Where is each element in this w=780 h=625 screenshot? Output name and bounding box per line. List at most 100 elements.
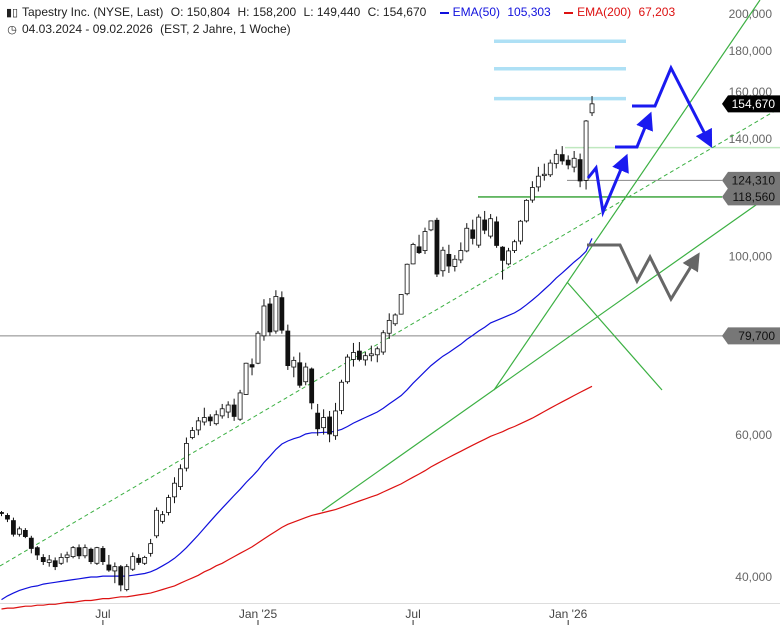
- candle-body: [351, 352, 356, 360]
- candle-body: [261, 305, 267, 337]
- candle-body: [589, 103, 595, 114]
- price-tag-124,310: [722, 171, 780, 189]
- ema200-value: 67,203: [638, 5, 676, 19]
- candle-body: [524, 199, 529, 222]
- y-tick-label: 100,000: [729, 249, 773, 263]
- candle-body: [333, 410, 338, 437]
- candle-body: [392, 314, 398, 325]
- candle-body: [160, 514, 165, 522]
- chart-settings: (EST, 2 Jahre, 1 Woche): [160, 22, 291, 36]
- ema50-swatch: [439, 11, 449, 14]
- candle-body: [112, 566, 118, 572]
- candle-body: [178, 468, 183, 487]
- header-line-2: ◷ 04.03.2024 - 09.02.2026 (EST, 2 Jahre, …: [6, 22, 295, 36]
- candles: [0, 96, 595, 592]
- candle-body: [565, 159, 571, 166]
- candle-body: [398, 294, 404, 315]
- candle-body: [148, 543, 154, 554]
- candle-body: [434, 219, 440, 275]
- candle-body: [494, 221, 499, 246]
- candle-body: [243, 362, 249, 395]
- instrument-title: Tapestry Inc. (NYSE, Last): [22, 5, 164, 19]
- trend-line-small: [566, 281, 663, 391]
- candle-body: [94, 547, 100, 564]
- candle-body: [315, 412, 321, 430]
- dashed-trend-channel: [0, 107, 780, 567]
- bull-scenario-arrow-2: [615, 111, 653, 149]
- candle-body: [154, 509, 159, 537]
- date-range: 04.03.2024 - 09.02.2026: [22, 22, 153, 36]
- candle-body: [273, 296, 279, 332]
- candle-body: [476, 216, 482, 246]
- candle-body: [404, 263, 410, 295]
- candle-body: [339, 381, 344, 411]
- candle-body: [309, 368, 315, 404]
- candle-body: [40, 557, 46, 563]
- candle-body: [189, 430, 195, 438]
- y-tick-label: 60,000: [735, 428, 772, 442]
- ema50-value: 105,303: [507, 5, 551, 19]
- candle-body: [100, 548, 106, 563]
- price-tag-79,700: [722, 327, 780, 345]
- candle-body: [201, 417, 207, 423]
- x-tick-label: Jul: [95, 607, 110, 621]
- candle-body: [213, 414, 219, 425]
- candle-body: [500, 246, 505, 261]
- candle-body: [28, 537, 34, 549]
- candle-body: [22, 529, 28, 537]
- bear-scenario-arrow: [587, 243, 700, 303]
- candle-body: [345, 356, 350, 383]
- candle-body: [130, 556, 136, 570]
- price-tag-154,670: [722, 95, 780, 113]
- candle-body: [237, 392, 243, 420]
- candle-body: [52, 560, 58, 568]
- candle-body: [106, 564, 112, 571]
- candle-body: [571, 157, 577, 168]
- candle-body: [279, 297, 285, 331]
- price-tag-label: 79,700: [738, 329, 775, 343]
- candle-body: [470, 229, 476, 239]
- y-tick-label: 180,000: [729, 44, 773, 58]
- candle-body: [82, 547, 88, 557]
- candle-body: [64, 554, 70, 558]
- candlestick-icon: ▮▯: [6, 7, 19, 19]
- candle-body: [374, 348, 380, 356]
- candle-body: [541, 173, 547, 177]
- candle-body: [136, 557, 142, 563]
- bull-scenario-arrow-1: [586, 153, 629, 218]
- candle-body: [88, 548, 94, 563]
- candle-body: [249, 364, 255, 368]
- candle-body: [422, 231, 428, 251]
- candle-body: [231, 404, 237, 417]
- candle-body: [518, 220, 523, 242]
- ema200-label: EMA(200): [577, 5, 632, 19]
- candle-body: [291, 359, 297, 368]
- candle-body: [5, 515, 10, 520]
- candle-body: [559, 154, 565, 162]
- candle-body: [529, 187, 535, 201]
- candle-body: [535, 175, 541, 188]
- candle-body: [16, 528, 22, 535]
- clock-icon: ◷: [7, 24, 17, 36]
- candle-body: [464, 227, 470, 252]
- candle-body: [482, 219, 488, 231]
- ema50-label: EMA(50): [452, 5, 500, 19]
- candle-body: [410, 244, 416, 265]
- ema200-line: [1, 385, 593, 610]
- candle-body: [362, 355, 368, 361]
- x-tick-label: Jan '26: [549, 607, 588, 621]
- header-line-1: ▮▯ Tapestry Inc. (NYSE, Last) O: 150,804 …: [6, 5, 679, 19]
- low-value: L: 149,440: [303, 5, 361, 19]
- price-tag-118,560: [722, 188, 780, 206]
- candle-body: [512, 241, 517, 251]
- candle-body: [0, 512, 4, 514]
- trend-line-long: [321, 187, 780, 512]
- candle-body: [446, 253, 452, 267]
- candle-body: [195, 420, 201, 431]
- candle-body: [440, 249, 446, 272]
- candle-body: [166, 497, 171, 513]
- ema50-line: [1, 238, 593, 601]
- price-tag-label: 124,310: [732, 173, 776, 187]
- open-value: O: 150,804: [170, 5, 231, 19]
